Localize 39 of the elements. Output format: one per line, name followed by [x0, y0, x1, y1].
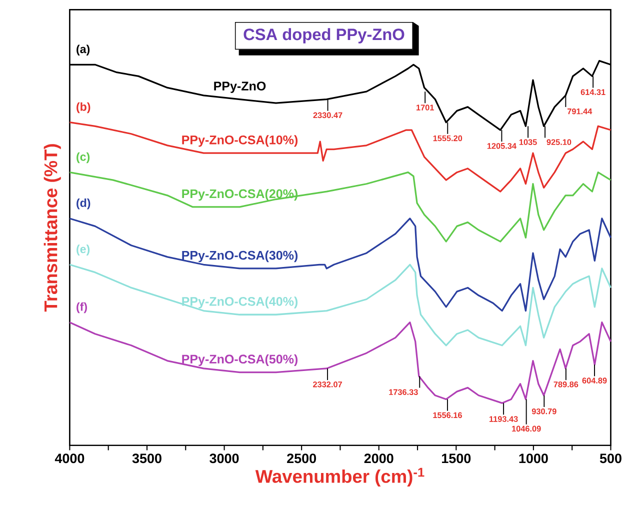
annotation: (d): [76, 198, 90, 210]
x-axis-title: Wavenumber (cm)$^{-1}$: [255, 468, 424, 486]
annotation: 1555.20: [433, 135, 462, 142]
annotation: 1046.09: [512, 426, 541, 432]
x-tick-label: 2000: [364, 454, 394, 464]
annotation: 604.89: [582, 378, 607, 384]
annotation: 1556.16: [433, 412, 462, 418]
annotation: (b): [76, 102, 90, 114]
annotation: 1193.43: [490, 416, 518, 422]
chart-title: CSA doped PPy-ZnO: [244, 28, 404, 44]
annotation: 925.10: [546, 139, 572, 146]
series-label: PPy-ZnO-CSA(20%): [182, 188, 298, 201]
x-tick-label: 3500: [132, 454, 162, 464]
x-tick-label: 1000: [519, 454, 548, 464]
series-label: PPy-ZnO: [214, 82, 266, 93]
series-label: PPy-ZnO-CSA(40%): [182, 296, 298, 308]
annotation: 789.86: [554, 382, 578, 388]
x-tick-label: 1500: [442, 454, 471, 464]
annotation: 614.31: [580, 89, 606, 96]
x-tick-label: 500: [600, 454, 622, 464]
annotation: 2332.07: [313, 382, 342, 388]
annotation: 1701: [416, 104, 434, 110]
x-tick-label: 2500: [287, 454, 316, 464]
annotation: (f): [76, 302, 87, 314]
annotation: 2330.47: [313, 112, 342, 118]
annotation: 791.44: [567, 108, 592, 114]
annotation: (c): [76, 152, 90, 164]
series-label: PPy-ZnO-CSA(10%): [182, 135, 298, 147]
x-tick-label: 3000: [210, 454, 239, 464]
x-tick-label: 4000: [54, 454, 84, 464]
series-label: PPy-ZnO-CSA(30%): [182, 250, 298, 262]
annotation: (e): [76, 244, 90, 256]
annotation: 1736.33: [389, 389, 418, 396]
text: (a): [76, 44, 90, 56]
annotation: 1205.34: [487, 143, 516, 149]
annotation: 1035: [519, 139, 537, 146]
annotation: 930.79: [532, 408, 556, 414]
series-label: PPy-ZnO-CSA(50%): [182, 354, 298, 366]
y-axis-title: Transmittance (%T): [44, 144, 61, 312]
